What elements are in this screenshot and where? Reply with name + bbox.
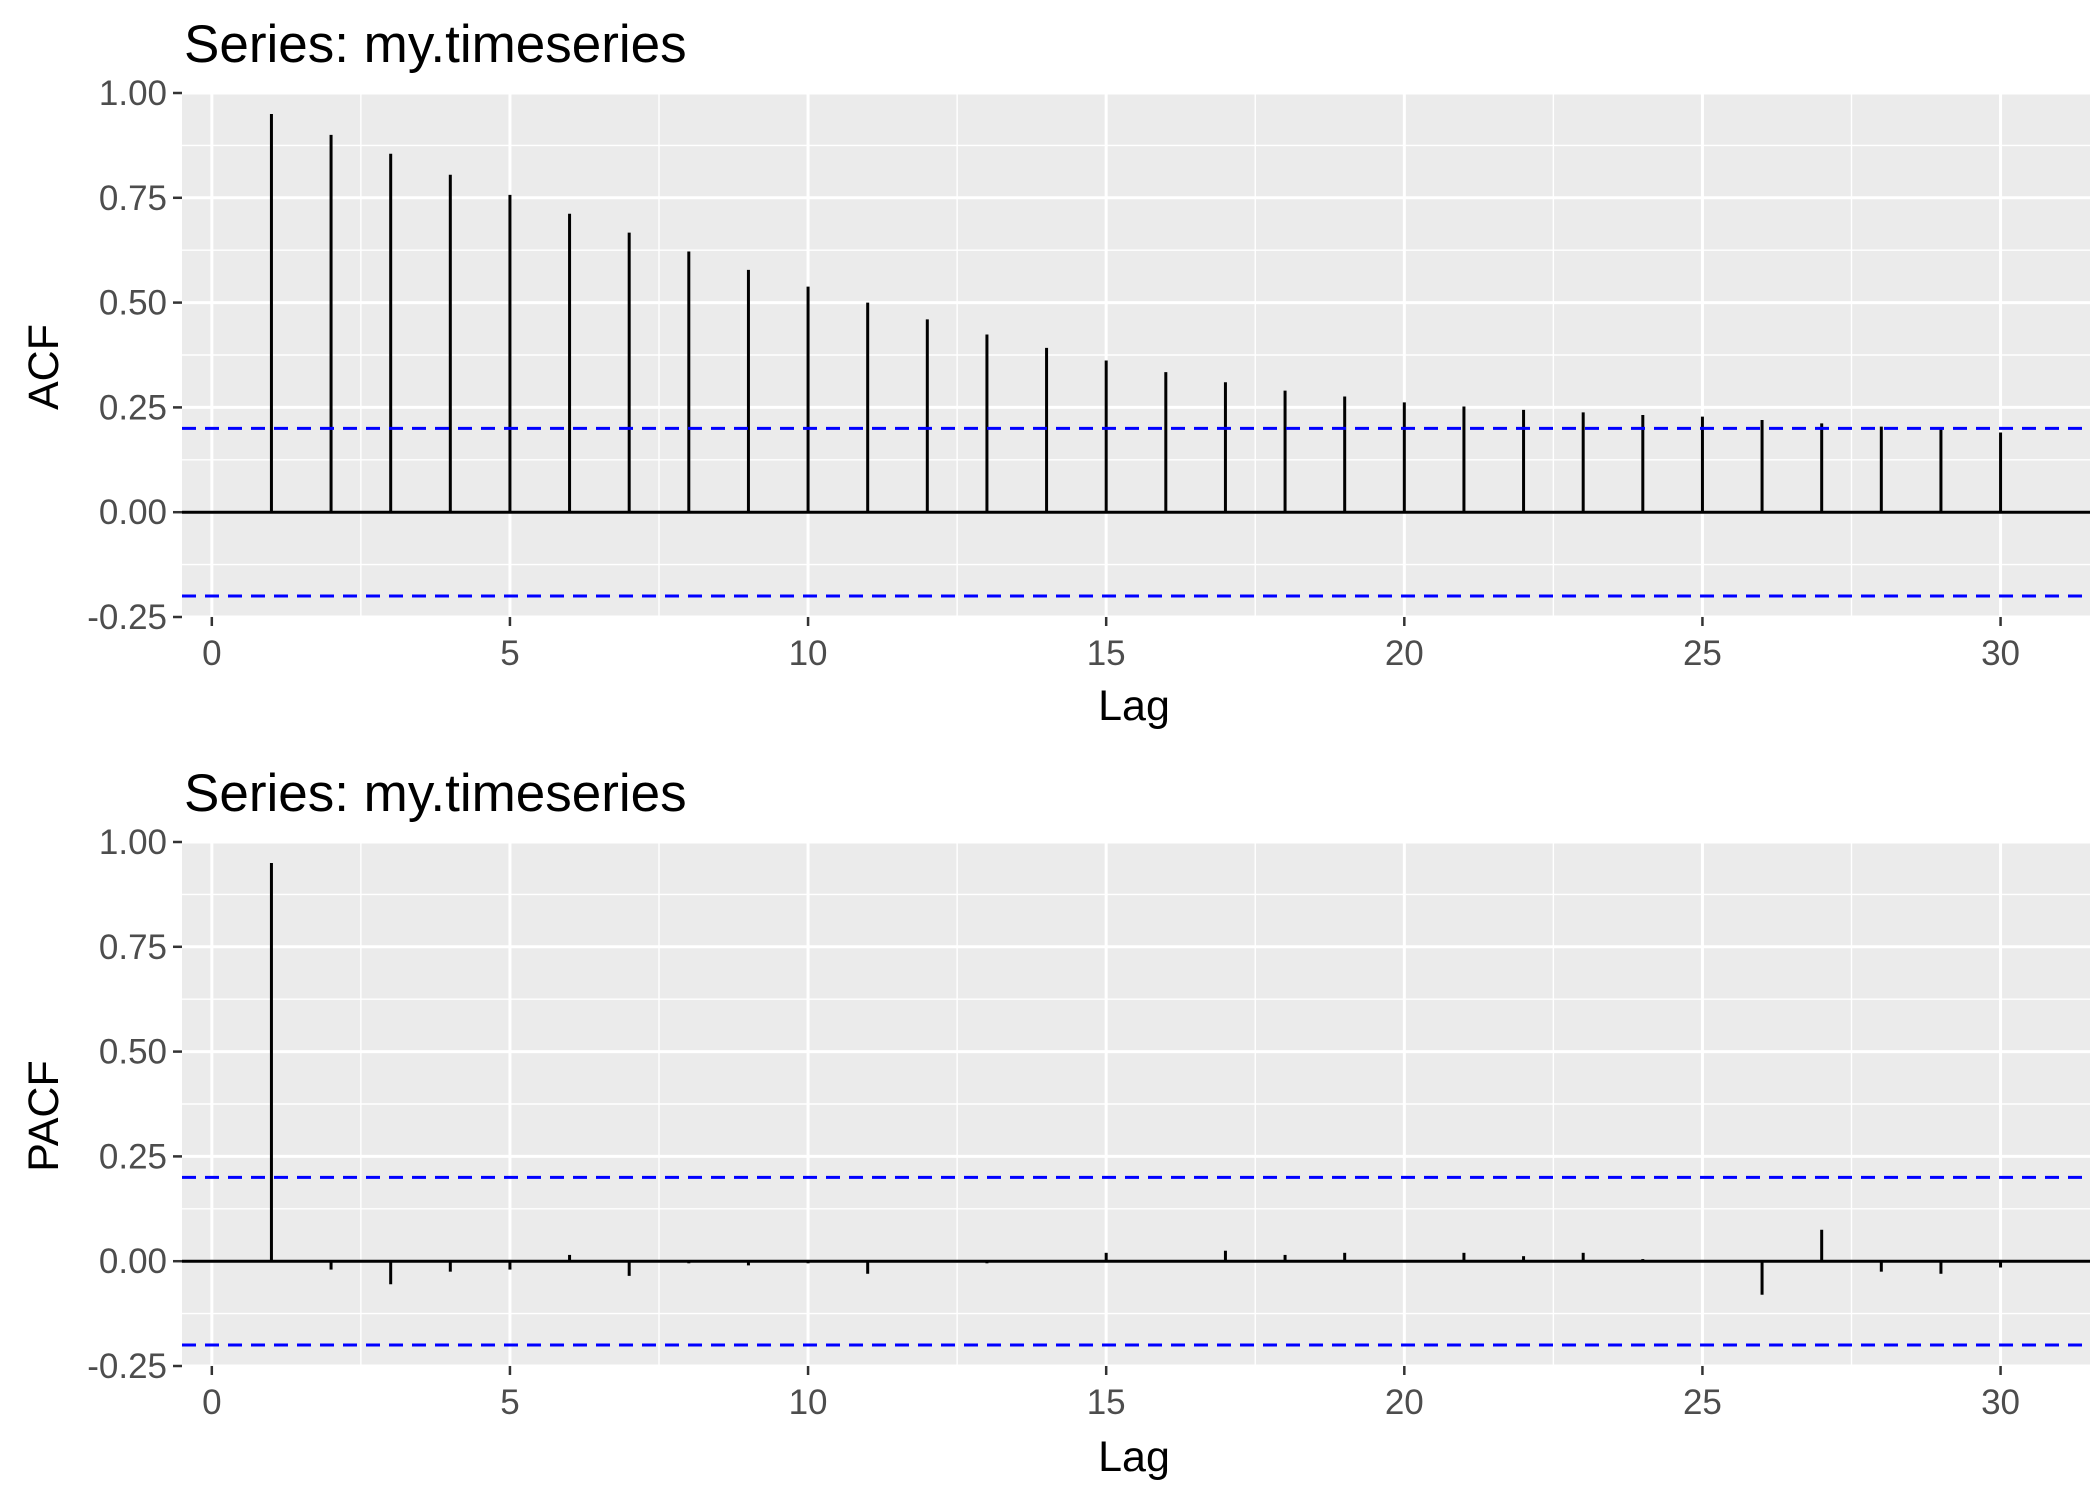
acf-y-tick-label: 0.00 [99, 493, 167, 532]
pacf-x-tick-label: 10 [789, 1383, 828, 1422]
pacf-x-tick-label: 20 [1385, 1383, 1424, 1422]
acf-y-tick-label: -0.25 [87, 598, 167, 637]
acf-plot-area: -0.25 0.00 0.25 0.50 0.75 1.00 0 5 10 15 20 25 30 [87, 74, 2090, 673]
pacf-plot-area: -0.25 0.00 0.25 0.50 0.75 1.00 0 5 10 15 20 25 30 [87, 823, 2090, 1422]
acf-x-tick-label: 5 [500, 634, 519, 673]
acf-x-tick-label: 10 [789, 634, 828, 673]
acf-x-tick-label: 20 [1385, 634, 1424, 673]
pacf-x-tick-label: 15 [1087, 1383, 1126, 1422]
acf-y-tick-label: 0.25 [99, 388, 167, 427]
pacf-x-tick-label: 25 [1683, 1383, 1722, 1422]
acf-y-tick-label: 0.50 [99, 284, 167, 323]
acf-x-tick-label: 25 [1683, 634, 1722, 673]
acf-x-tick-label: 30 [1981, 634, 2020, 673]
acf-x-axis-title: Lag [1098, 682, 1170, 730]
pacf-y-axis-title: PACF [20, 1060, 68, 1172]
pacf-y-tick-label: 0.00 [99, 1242, 167, 1281]
acf-y-tick-label: 0.75 [99, 179, 167, 218]
pacf-x-tick-label: 5 [500, 1383, 519, 1422]
pacf-y-tick-label: 1.00 [99, 823, 167, 862]
pacf-y-tick-label: 0.25 [99, 1137, 167, 1176]
pacf-chart-title: Series: my.timeseries [184, 764, 687, 823]
pacf-y-tick-label: -0.25 [87, 1347, 167, 1386]
acf-chart: -0.25 0.00 0.25 0.50 0.75 1.00 0 5 10 15 20 25 30 Ser… [20, 15, 2090, 730]
pacf-x-axis-title: Lag [1098, 1433, 1170, 1481]
acf-x-tick-label: 15 [1087, 634, 1126, 673]
acf-y-tick-label: 1.00 [99, 74, 167, 113]
pacf-y-tick-label: 0.75 [99, 928, 167, 967]
pacf-x-tick-label: 0 [202, 1383, 221, 1422]
pacf-y-tick-label: 0.50 [99, 1033, 167, 1072]
acf-x-tick-label: 0 [202, 634, 221, 673]
acf-chart-title: Series: my.timeseries [184, 15, 687, 74]
pacf-x-tick-label: 30 [1981, 1383, 2020, 1422]
pacf-chart: -0.25 0.00 0.25 0.50 0.75 1.00 0 5 10 15 20 25 30 Ser… [20, 764, 2090, 1481]
acf-y-axis-title: ACF [20, 324, 68, 410]
